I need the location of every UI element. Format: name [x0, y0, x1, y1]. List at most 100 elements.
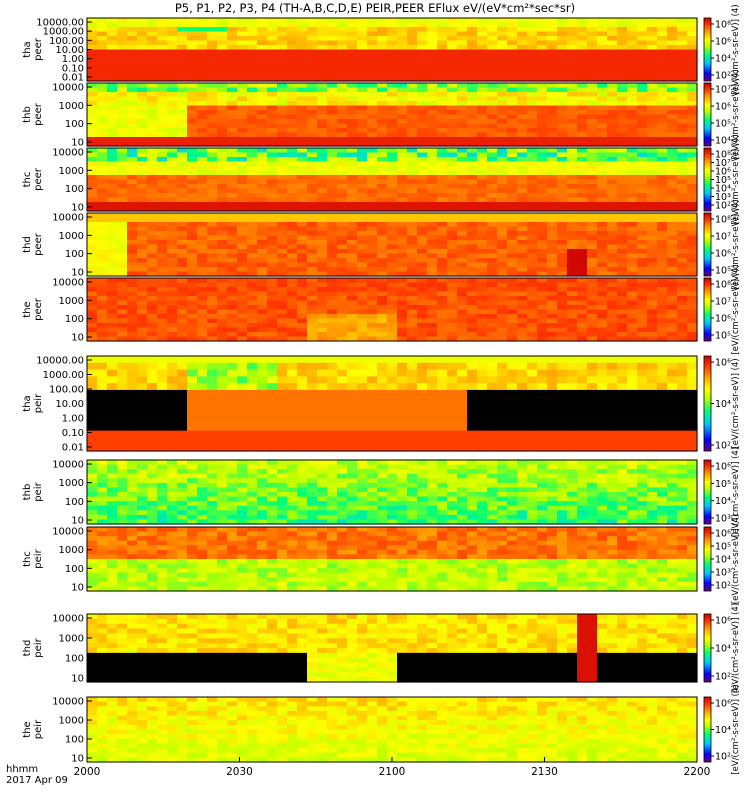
heatmap-cell	[507, 137, 518, 143]
heatmap-cell	[627, 27, 638, 33]
heatmap-cell	[147, 231, 158, 237]
heatmap-cell	[227, 27, 238, 33]
heatmap-cell	[517, 141, 528, 147]
heatmap-cell	[487, 137, 498, 143]
heatmap-cell	[197, 92, 208, 98]
heatmap-cell	[217, 128, 228, 134]
heatmap-cell	[547, 193, 558, 199]
heatmap-cell	[307, 300, 318, 306]
heatmap-cell	[517, 114, 528, 120]
heatmap-cell	[657, 296, 668, 302]
heatmap-cell	[617, 213, 628, 219]
heatmap-cell	[97, 296, 108, 302]
heatmap-cell	[627, 161, 638, 167]
heatmap-cell	[567, 123, 578, 129]
heatmap-cell	[357, 49, 368, 55]
heatmap-cell	[377, 396, 388, 405]
heatmap-cell	[457, 258, 468, 264]
heatmap-cell	[337, 72, 348, 78]
heatmap-cell	[647, 249, 658, 255]
heatmap-cell	[467, 323, 478, 329]
heatmap-cell	[657, 235, 668, 241]
heatmap-cell	[297, 40, 308, 46]
heatmap-cell	[637, 217, 648, 223]
heatmap-cell	[667, 170, 678, 176]
heatmap-cell	[187, 278, 198, 284]
heatmap-cell	[537, 318, 548, 324]
heatmap-cell	[597, 18, 608, 24]
heatmap-cell	[457, 148, 468, 154]
heatmap-cell	[607, 305, 618, 311]
heatmap-cell	[557, 114, 568, 120]
heatmap-cell	[497, 291, 508, 297]
heatmap-cell	[557, 92, 568, 98]
heatmap-cell	[287, 403, 298, 411]
heatmap-cell	[517, 305, 528, 311]
heatmap-cell	[277, 206, 288, 212]
heatmap-cell	[567, 244, 578, 250]
heatmap-cell	[197, 258, 208, 264]
heatmap-cell	[147, 287, 158, 293]
heatmap-cell	[267, 31, 278, 37]
heatmap-cell	[107, 403, 118, 411]
heatmap-cell	[267, 287, 278, 293]
heatmap-cell	[457, 403, 468, 411]
heatmap-cell	[657, 67, 668, 73]
heatmap-cell	[407, 175, 418, 181]
heatmap-cell	[357, 235, 368, 241]
heatmap-cell	[137, 362, 148, 371]
heatmap-cell	[537, 376, 548, 384]
heatmap-cell	[87, 92, 98, 98]
heatmap-cell	[177, 123, 188, 129]
heatmap-cell	[547, 83, 558, 89]
heatmap-cell	[677, 383, 688, 391]
heatmap-cell	[347, 244, 358, 250]
heatmap-cell	[627, 193, 638, 199]
heatmap-cell	[287, 31, 298, 37]
heatmap-cell	[567, 262, 578, 268]
heatmap-cell	[247, 119, 258, 125]
heatmap-cell	[537, 271, 548, 277]
heatmap-cell	[407, 244, 418, 250]
heatmap-cell	[437, 332, 448, 338]
heatmap-cell	[667, 166, 678, 172]
heatmap-cell	[307, 314, 318, 320]
heatmap-cell	[647, 148, 658, 154]
heatmap-cell	[297, 179, 308, 185]
heatmap-cell	[317, 217, 328, 223]
heatmap-cell	[107, 296, 118, 302]
spectrogram-panel-1: 10000.001000.00100.0010.001.000.100.01th…	[22, 4, 741, 94]
heatmap-cell	[427, 58, 438, 64]
heatmap-cell	[257, 309, 268, 315]
heatmap-cell	[557, 202, 568, 208]
heatmap-cell	[347, 54, 358, 60]
heatmap-cell	[217, 403, 228, 411]
heatmap-cell	[237, 226, 248, 232]
heatmap-cell	[157, 101, 168, 107]
heatmap-cell	[467, 383, 478, 391]
heatmap-cell	[677, 58, 688, 64]
heatmap-cell	[577, 197, 588, 203]
heatmap-cell	[187, 336, 198, 342]
heatmap-cell	[497, 244, 508, 250]
heatmap-cell	[177, 300, 188, 306]
heatmap-cell	[587, 22, 598, 28]
heatmap-cell	[467, 128, 478, 134]
heatmap-cell	[517, 83, 528, 89]
heatmap-cell	[307, 101, 318, 107]
heatmap-cell	[647, 110, 658, 116]
heatmap-cell	[97, 36, 108, 42]
heatmap-cell	[97, 179, 108, 185]
heatmap-cell	[207, 267, 218, 273]
heatmap-cell	[257, 244, 268, 250]
heatmap-cell	[417, 137, 428, 143]
heatmap-cell	[607, 76, 618, 82]
heatmap-cell	[557, 96, 568, 102]
heatmap-cell	[247, 383, 258, 391]
heatmap-cell	[607, 376, 618, 384]
heatmap-cell	[427, 148, 438, 154]
heatmap-cell	[267, 222, 278, 228]
heatmap-cell	[117, 206, 128, 212]
heatmap-cell	[317, 161, 328, 167]
heatmap-cell	[177, 114, 188, 120]
